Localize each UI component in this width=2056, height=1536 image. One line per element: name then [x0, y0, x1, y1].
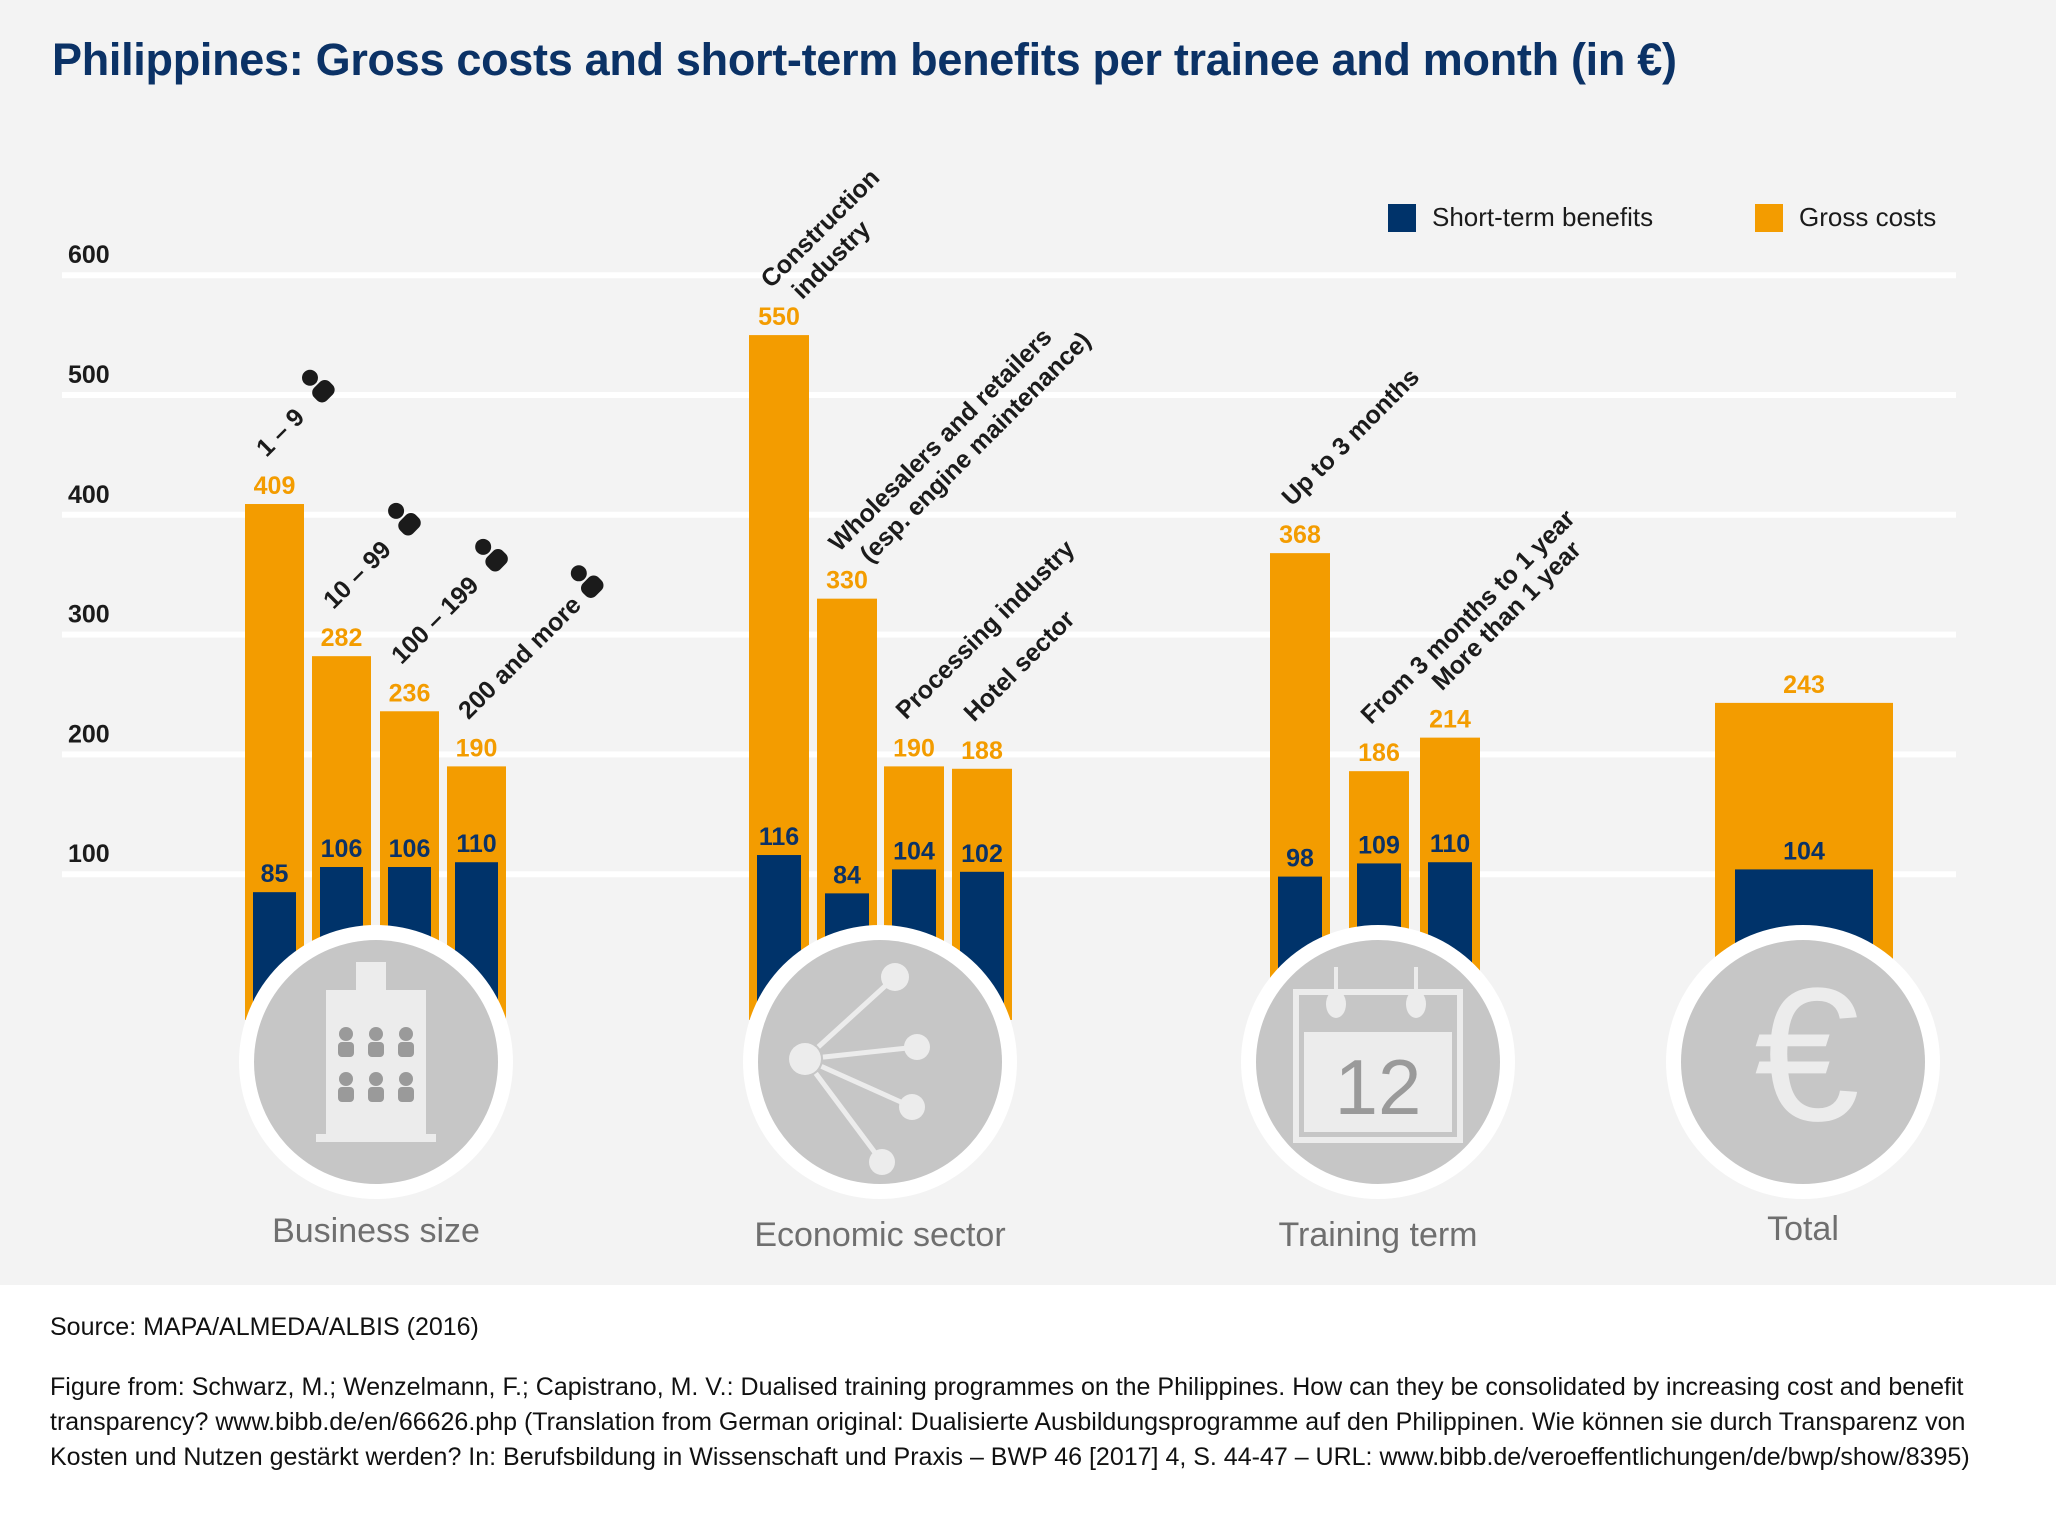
category-label: 100 – 199 — [386, 571, 484, 669]
legend-swatch-benefits — [1388, 203, 1416, 232]
category-label-line: 200 and more — [453, 591, 587, 725]
data-label-gross: 368 — [1279, 521, 1321, 549]
legend-swatch-costs — [1755, 203, 1783, 232]
gridline — [62, 392, 1956, 398]
data-label-gross: 188 — [961, 737, 1003, 765]
calendar-icon: 12 — [1293, 967, 1463, 1143]
y-tick-label: 400 — [68, 481, 110, 509]
chart-title: Philippines: Gross costs and short-term … — [52, 34, 1677, 85]
group-label: Business size — [272, 1212, 480, 1250]
data-label-benefits: 104 — [893, 837, 935, 865]
data-label-gross: 330 — [826, 567, 868, 595]
bar-chart: 100 200 300 400 500 600 409 85 282 106 236 106 190 11… — [62, 164, 1956, 1254]
group-label: Economic sector — [754, 1216, 1005, 1254]
person-icon — [301, 369, 335, 403]
category-label-line: From 3 months to 1 year — [1355, 504, 1580, 729]
data-label-gross: 243 — [1783, 671, 1825, 699]
group-label: Total — [1767, 1210, 1839, 1248]
category-label-line: (esp. engine maintenance) — [855, 326, 1097, 568]
category-label: 200 and more — [453, 591, 587, 725]
gridline — [62, 511, 1956, 518]
category-label: From 3 months to 1 year — [1355, 504, 1580, 729]
data-label-gross: 409 — [254, 472, 296, 500]
legend-label-benefits: Short-term benefits — [1432, 202, 1654, 232]
y-tick-label: 300 — [68, 601, 110, 629]
network-icon — [789, 963, 930, 1175]
data-label-benefits: 110 — [1430, 830, 1470, 858]
category-label-line: Up to 3 months — [1276, 363, 1424, 511]
data-label-gross: 282 — [321, 624, 363, 652]
data-label-benefits: 84 — [833, 861, 861, 889]
data-label-benefits: 85 — [261, 860, 289, 888]
data-label-benefits: 106 — [321, 835, 363, 863]
legend-item-benefits: Short-term benefits — [1388, 202, 1653, 233]
data-label-benefits: 102 — [961, 840, 1003, 868]
data-label-gross: 186 — [1358, 739, 1400, 767]
category-label-line: 10 – 99 — [318, 536, 397, 615]
data-label-gross: 190 — [456, 734, 498, 762]
svg-text:12: 12 — [1335, 1043, 1422, 1131]
y-tick-label: 100 — [68, 840, 110, 868]
category-label-line: Wholesalers and retailers — [823, 323, 1057, 557]
category-label-line: 1 – 9 — [251, 403, 310, 462]
person-icon — [475, 538, 508, 572]
gridline — [62, 272, 1956, 279]
icon-circle — [758, 940, 1002, 1184]
source-note: Source: MAPA/ALMEDA/ALBIS (2016) — [50, 1313, 479, 1341]
data-label-benefits: 106 — [389, 835, 431, 863]
data-label-gross: 214 — [1429, 706, 1471, 734]
y-tick-label: 600 — [68, 241, 110, 269]
data-label-benefits: 109 — [1358, 831, 1400, 859]
data-label-benefits: 110 — [456, 830, 496, 858]
category-label: Wholesalers and retailers(esp. engine ma… — [823, 305, 1096, 578]
icon-circle — [1681, 940, 1925, 1184]
person-icon — [570, 565, 604, 598]
gridline — [62, 631, 1956, 638]
legend-item-costs: Gross costs — [1755, 202, 1936, 233]
legend-label-costs: Gross costs — [1799, 202, 1937, 232]
data-label-benefits: 98 — [1286, 845, 1314, 873]
data-label-gross: 550 — [758, 303, 800, 331]
data-label-gross: 236 — [389, 679, 431, 707]
y-tick-label: 500 — [68, 361, 110, 389]
group-label: Training term — [1278, 1216, 1477, 1254]
category-label-line: 100 – 199 — [386, 571, 484, 669]
data-label-benefits: 104 — [1783, 837, 1825, 865]
category-label: Constructionindustry — [755, 164, 906, 315]
svg-text:€: € — [1754, 949, 1860, 1161]
citation-note: Figure from: Schwarz, M.; Wenzelmann, F.… — [50, 1373, 1970, 1471]
category-label: Up to 3 months — [1276, 363, 1424, 511]
building-icon — [316, 962, 436, 1142]
y-tick-label: 200 — [68, 720, 110, 748]
gridline — [62, 751, 1956, 758]
person-icon — [388, 502, 421, 536]
euro-icon: € — [1754, 949, 1860, 1161]
data-label-benefits: 116 — [759, 823, 799, 851]
data-label-gross: 190 — [893, 734, 935, 762]
category-label: 1 – 9 — [251, 403, 310, 462]
category-label: 10 – 99 — [318, 536, 397, 615]
